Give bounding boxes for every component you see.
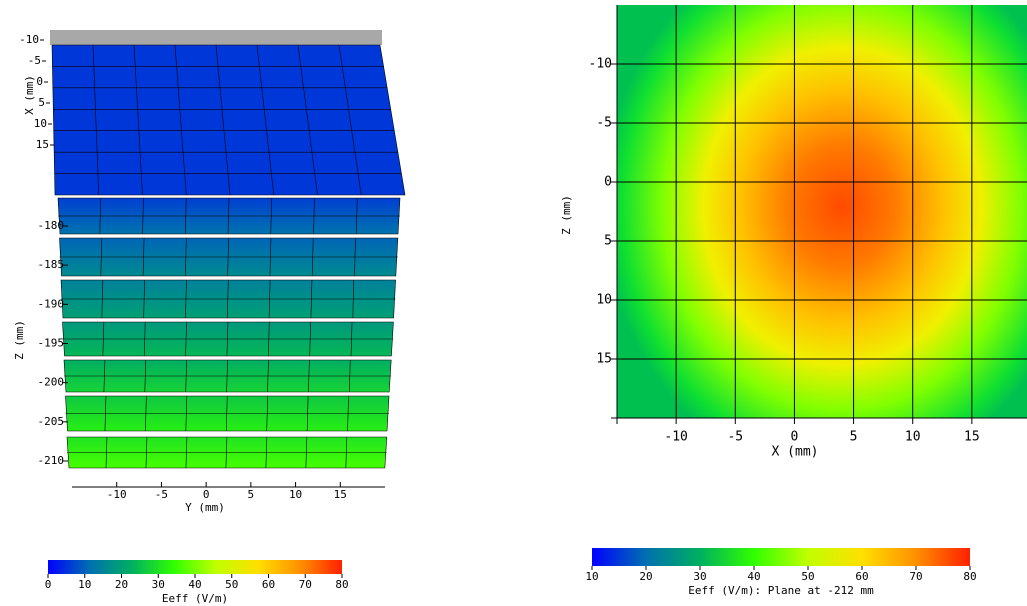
colorbar-tick-label: 40: [188, 578, 201, 591]
frame-top: [50, 30, 382, 45]
right-panel: -10 -5 0 5 10 15 -10 -5 0 5 10 15 X (mm) Z (mm) 10 20 30…: [560, 5, 1027, 597]
y-axis-label: Z (mm): [560, 195, 573, 235]
y-tick-label: 5: [604, 234, 612, 249]
plane-grid: [174, 44, 187, 196]
heatmap: [617, 5, 1027, 418]
x-tick-label: 15: [36, 138, 49, 151]
x-tick-label: 5: [850, 430, 858, 445]
plane-grid: [92, 44, 100, 196]
x-axis-label: X (mm): [772, 445, 819, 460]
y-tick-label: 15: [334, 488, 347, 501]
y-tick-label: -10: [589, 57, 612, 72]
z-tick-label: -200: [38, 376, 65, 389]
x-tick-label: 5: [38, 96, 45, 109]
plane-top: [51, 44, 406, 196]
y-axis-label: Y (mm): [185, 501, 225, 514]
y-tick-label: -5: [596, 116, 612, 131]
y-tick-label: -5: [155, 488, 168, 501]
colorbar-tick-label: 0: [45, 578, 52, 591]
colorbar: [48, 560, 342, 574]
colorbar-tick-label: 80: [335, 578, 348, 591]
colorbar-tick-label: 70: [299, 578, 312, 591]
colorbar-tick-label: 30: [693, 570, 706, 583]
x-tick-label: -5: [727, 430, 743, 445]
colorbar-tick-label: 20: [639, 570, 652, 583]
x-tick-label: -5: [28, 54, 41, 67]
z-tick-label: -180: [38, 219, 65, 232]
x-axis-label: X (mm): [23, 75, 36, 115]
colorbar-tick-label: 40: [747, 570, 760, 583]
y-tick-label: 10: [596, 293, 612, 308]
y-tick-label: 10: [289, 488, 302, 501]
plane-grid: [133, 44, 143, 196]
x-tick-label: 0: [791, 430, 799, 445]
y-tick-label: 5: [248, 488, 255, 501]
z-axis-label: Z (mm): [13, 320, 26, 360]
colorbar-tick-label: 80: [963, 570, 976, 583]
colorbar-tick-label: 10: [78, 578, 91, 591]
plane-grid: [338, 44, 362, 196]
colorbar-tick-label: 10: [585, 570, 598, 583]
y-tick-label: 0: [203, 488, 210, 501]
colorbar-tick-label: 50: [225, 578, 238, 591]
colorbar-tick-label: 60: [262, 578, 275, 591]
colorbar-label: Eeff (V/m): [162, 592, 228, 605]
colorbar-label: Eeff (V/m): Plane at -212 mm: [688, 584, 874, 597]
z-tick-label: -210: [38, 454, 65, 467]
x-tick-label: -10: [664, 430, 687, 445]
x-tick-label: 0: [36, 75, 43, 88]
x-tick-label: 10: [34, 117, 47, 130]
z-tick-label: -190: [38, 297, 65, 310]
left-panel: -10 -5 0 5 10 15 X (mm) -180 -185 -190 -195 -200 -20…: [13, 30, 406, 605]
plane-grid: [256, 44, 275, 196]
y-tick-label: -10: [107, 488, 127, 501]
plane-grid: [215, 44, 231, 196]
colorbar-tick-label: 70: [909, 570, 922, 583]
y-tick-label: 0: [604, 175, 612, 190]
colorbar-tick-label: 60: [855, 570, 868, 583]
z-tick-label: -195: [38, 337, 65, 350]
z-tick-label: -205: [38, 415, 65, 428]
x-tick-label: -10: [19, 33, 39, 46]
colorbar-tick-label: 30: [152, 578, 165, 591]
z-tick-label: -185: [38, 258, 65, 271]
x-tick-label: 10: [905, 430, 921, 445]
x-tick-label: 15: [964, 430, 980, 445]
colorbar-tick-label: 50: [801, 570, 814, 583]
plane-grid: [297, 44, 318, 196]
y-tick-label: 15: [596, 352, 612, 367]
colorbar: [592, 548, 970, 566]
colorbar-tick-label: 20: [115, 578, 128, 591]
